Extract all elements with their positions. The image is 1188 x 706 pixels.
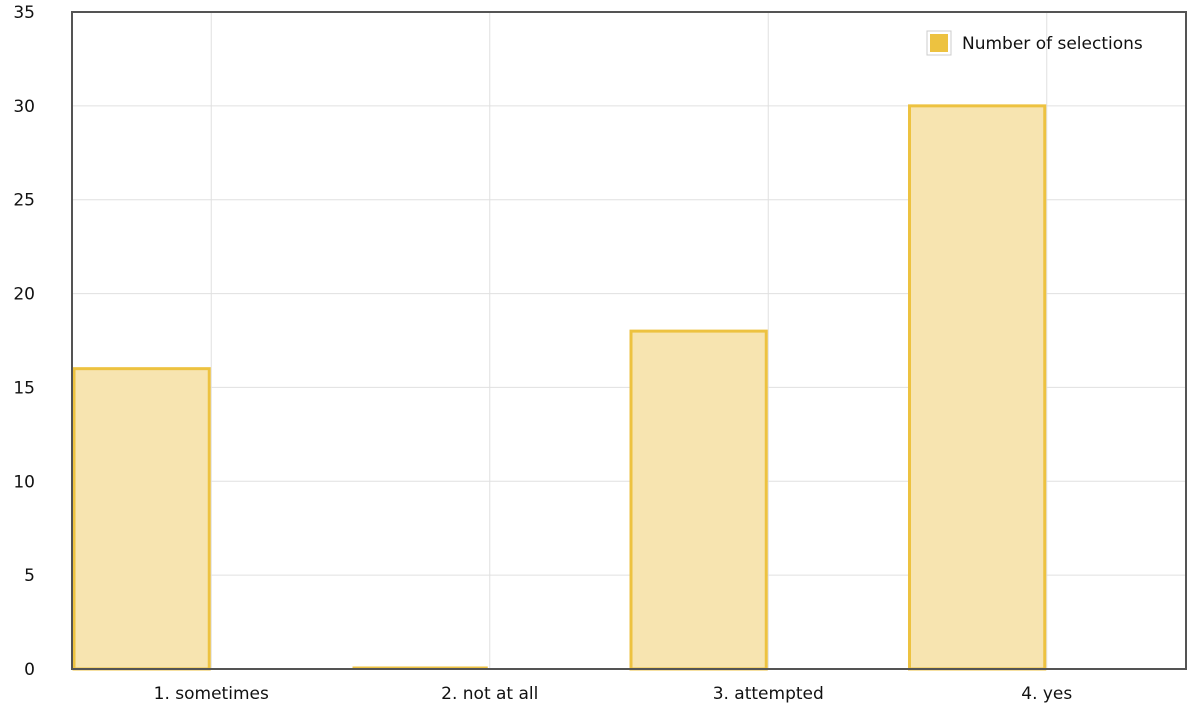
bars-layer (72, 104, 1047, 671)
plot-frame (71, 11, 1187, 670)
legend: Number of selections (926, 30, 1143, 56)
legend-label: Number of selections (962, 34, 1143, 54)
y-axis-ticks: 0 5 10 15 20 25 30 35 (13, 3, 35, 680)
x-tick-label: 2. not at all (441, 684, 538, 704)
x-tick-label: 1. sometimes (154, 684, 269, 704)
x-axis-ticks: 1. sometimes 2. not at all 3. attempted 4. … (154, 684, 1073, 704)
x-tick-label: 3. attempted (713, 684, 824, 704)
y-tick-label: 0 (24, 660, 35, 680)
y-tick-label: 35 (13, 3, 35, 23)
x-tick-label: 4. yes (1021, 684, 1072, 704)
bar-3 (629, 329, 768, 671)
bar-4 (908, 104, 1047, 671)
grid-layer (72, 11, 1186, 670)
y-tick-label: 25 (13, 191, 35, 211)
y-tick-label: 15 (13, 378, 35, 398)
y-tick-label: 30 (13, 97, 35, 117)
y-tick-label: 5 (24, 566, 35, 586)
legend-swatch (930, 34, 948, 52)
y-tick-label: 20 (13, 285, 35, 305)
y-tick-label: 10 (13, 472, 35, 492)
bar-1 (72, 367, 211, 671)
